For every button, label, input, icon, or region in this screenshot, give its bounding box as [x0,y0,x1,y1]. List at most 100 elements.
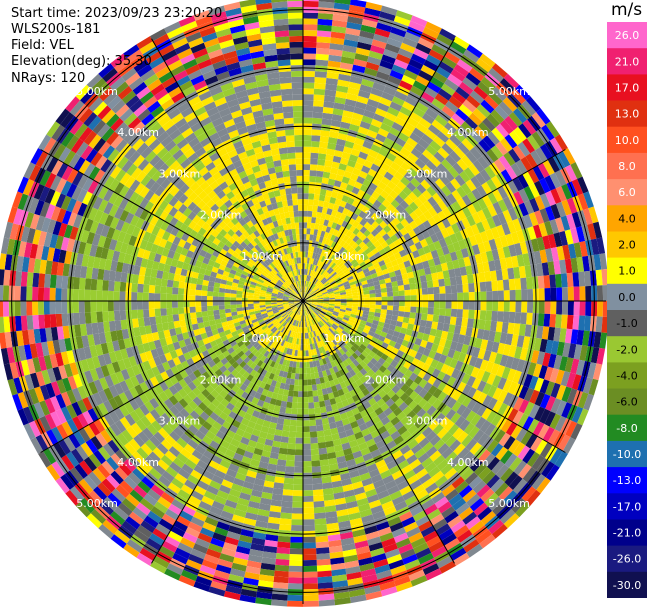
velocity-gate [338,324,345,331]
velocity-gate [304,327,307,333]
velocity-gate [279,442,289,449]
velocity-gate [346,93,358,102]
velocity-gate [410,414,421,425]
velocity-gate [303,350,306,357]
velocity-gate [492,188,503,202]
velocity-gate [472,159,485,173]
velocity-gate [391,96,405,107]
velocity-gate [166,301,173,309]
velocity-gate [309,306,314,312]
velocity-gate [461,317,469,327]
velocity-gate [476,185,488,198]
velocity-gate [452,427,464,440]
velocity-gate [292,396,298,403]
velocity-gate [334,0,351,5]
velocity-gate [385,398,395,408]
velocity-gate [280,346,286,353]
velocity-gate [582,208,593,225]
velocity-gate [417,552,434,565]
velocity-gate [344,379,352,387]
velocity-gate [343,314,351,319]
velocity-gate [363,290,370,295]
velocity-gate [215,564,232,574]
velocity-gate [271,392,279,400]
velocity-gate [295,344,299,351]
velocity-gate [427,287,434,295]
velocity-gate [307,205,313,212]
velocity-gate [390,176,401,186]
velocity-gate [303,292,305,299]
velocity-gate [528,183,540,198]
velocity-gate [306,315,309,321]
velocity-gate [390,234,399,243]
velocity-gate [213,407,223,417]
velocity-gate [291,319,295,325]
velocity-gate [304,286,307,293]
velocity-gate [364,301,370,305]
velocity-gate [409,111,422,123]
velocity-gate [339,412,348,421]
velocity-gate [323,331,329,338]
velocity-gate [466,191,478,204]
velocity-gate [384,277,392,284]
velocity-gate [314,336,319,343]
velocity-gate [322,171,331,179]
velocity-gate [408,400,418,411]
velocity-gate [303,315,306,322]
velocity-gate [471,212,482,224]
velocity-gate [474,462,487,477]
velocity-gate [310,222,316,230]
velocity-gate [303,164,311,171]
velocity-gate [374,266,382,273]
velocity-gate [305,315,308,322]
velocity-gate [495,464,509,479]
velocity-gate [440,262,449,272]
velocity-gate [465,226,475,238]
velocity-gate [474,125,487,140]
velocity-gate [497,280,504,291]
velocity-gate [390,416,401,426]
velocity-gate [341,318,349,324]
velocity-gate [345,222,353,231]
velocity-gate [307,308,312,314]
velocity-gate [338,431,348,439]
velocity-gate [342,353,349,360]
velocity-gate [245,566,261,575]
velocity-gate [328,335,335,342]
velocity-gate [462,384,472,396]
velocity-gate [518,385,529,400]
velocity-gate [310,312,315,319]
velocity-gate [358,151,369,160]
velocity-gate [334,302,341,305]
velocity-gate [556,301,563,315]
velocity-gate [291,331,295,338]
velocity-gate [282,359,288,366]
velocity-gate [387,380,397,390]
velocity-gate [402,37,418,49]
velocity-gate [349,4,366,14]
velocity-gate [306,373,312,380]
velocity-gate [297,402,303,409]
velocity-gate [515,501,531,518]
velocity-gate [373,558,389,569]
velocity-gate [407,152,419,163]
velocity-gate [426,365,436,376]
velocity-gate [346,303,353,307]
velocity-gate [528,212,539,227]
velocity-gate [319,285,325,290]
velocity-gate [277,453,287,461]
velocity-gate [326,208,333,216]
velocity-gate [445,181,457,194]
velocity-gate [308,289,313,295]
velocity-gate [313,506,326,514]
velocity-gate [313,366,319,373]
velocity-gate [311,277,315,283]
velocity-gate [276,375,283,383]
velocity-gate [412,127,425,139]
velocity-gate [505,333,514,346]
velocity-gate [336,455,346,464]
velocity-gate [384,112,397,122]
velocity-gate [507,408,519,422]
velocity-gate [364,297,370,301]
velocity-gate [222,542,238,552]
